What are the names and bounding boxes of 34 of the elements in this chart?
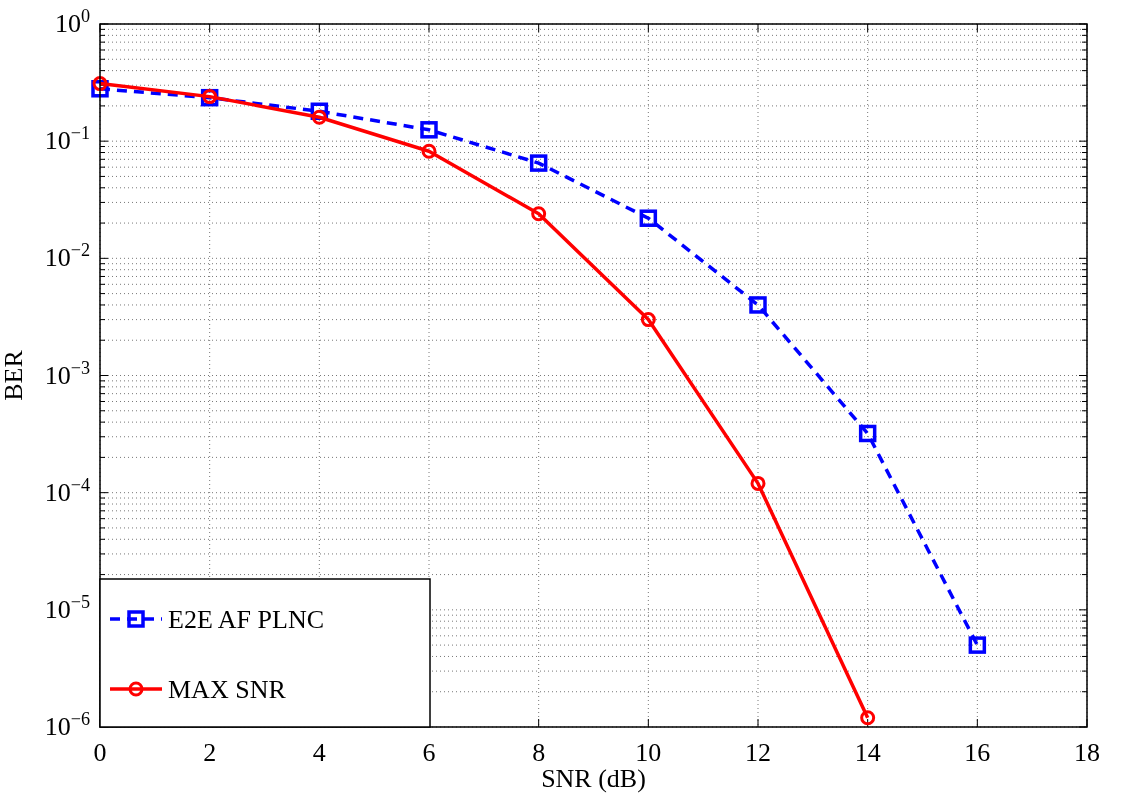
x-tick-label: 2 [203, 738, 217, 767]
x-tick-label: 4 [312, 738, 326, 767]
point [858, 424, 877, 443]
point [860, 710, 876, 726]
point [421, 143, 437, 159]
x-tick-label: 10 [635, 738, 662, 767]
x-tick-label: 16 [964, 738, 991, 767]
x-tick-label: 12 [745, 738, 771, 767]
x-axis-title: SNR (dB) [541, 764, 646, 793]
y-tick-label: 10$^{−4}$ [44, 474, 90, 507]
point [640, 312, 656, 328]
x-tick-label: 8 [532, 738, 546, 767]
point [531, 206, 547, 222]
point [749, 296, 767, 314]
y-tick-label: 10$^{−5}$ [44, 591, 90, 624]
legend-label: MAX SNR [168, 675, 287, 704]
x-tick-label: 18 [1074, 738, 1100, 767]
legend-label: E2E AF PLNC [168, 605, 325, 634]
x-tick-label: 6 [422, 738, 436, 767]
y-axis-title: BER [0, 349, 28, 401]
point [92, 76, 108, 92]
x-tick-label: 14 [854, 738, 881, 767]
y-tick-label: 10$^{−1}$ [44, 123, 90, 156]
point [529, 154, 548, 172]
y-tick-label: 10$^{−6}$ [44, 709, 90, 741]
y-tick-label: 10$^{0}$ [54, 6, 90, 38]
y-tick-label: 10$^{−3}$ [44, 357, 90, 390]
point [420, 121, 438, 139]
x-tick-label: 0 [93, 738, 107, 767]
point [968, 636, 987, 654]
y-tick-label: 10$^{−2}$ [44, 240, 90, 273]
point [639, 209, 658, 227]
point [311, 109, 327, 125]
point [750, 475, 766, 491]
